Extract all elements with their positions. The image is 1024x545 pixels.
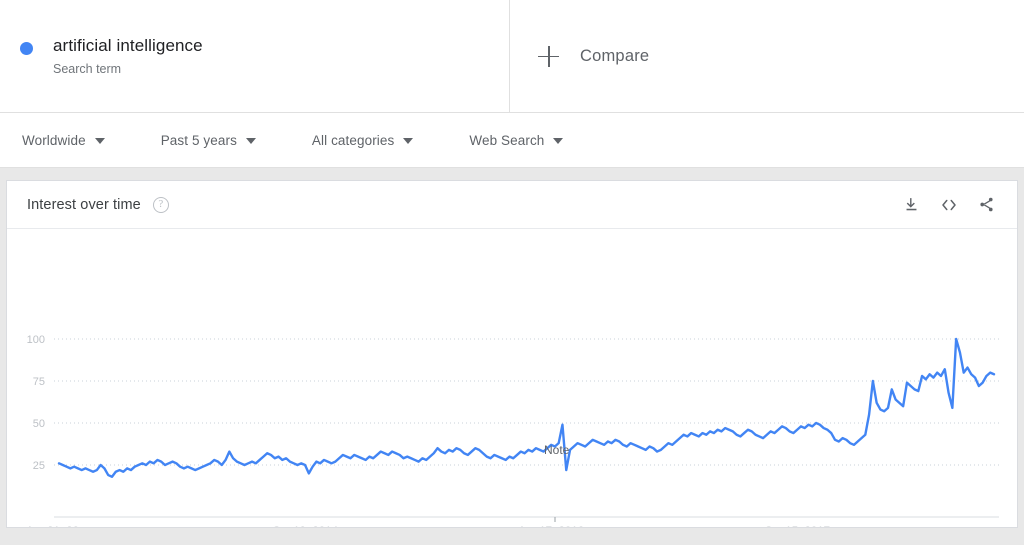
share-icon[interactable]	[978, 196, 995, 213]
chart-header: Interest over time ?	[7, 181, 1017, 229]
compare-button[interactable]: Compare	[510, 0, 1024, 113]
filter-location[interactable]: Worldwide	[0, 113, 139, 168]
filter-time-range[interactable]: Past 5 years	[139, 113, 290, 168]
note-annotation-label: Note	[544, 443, 570, 457]
search-term-card[interactable]: artificial intelligence Search term	[0, 0, 510, 113]
chart-title: Interest over time	[27, 196, 141, 213]
interest-over-time-chart[interactable]: 25 50 75 100 Apr 21, 20... Oct 19, 2014 Apr 17…	[7, 229, 1017, 527]
chart-series-line	[57, 337, 996, 478]
chart-body: 25 50 75 100 Apr 21, 20... Oct 19, 2014 Apr 17…	[7, 229, 1017, 527]
search-terms-row: artificial intelligence Search term Comp…	[0, 0, 1024, 113]
filter-location-label: Worldwide	[22, 132, 86, 148]
filter-bar: Worldwide Past 5 years All categories We…	[0, 113, 1024, 168]
x-axis-tick-label: Apr 21, 20...	[26, 526, 89, 527]
chevron-down-icon	[245, 138, 256, 144]
filter-category[interactable]: All categories	[290, 113, 447, 168]
embed-icon[interactable]	[940, 196, 958, 214]
download-icon[interactable]	[903, 196, 920, 213]
chevron-down-icon	[403, 138, 414, 144]
y-axis-tick-label: 100	[27, 334, 45, 346]
series-color-dot	[20, 41, 33, 55]
filter-search-type[interactable]: Web Search	[447, 113, 597, 168]
filter-search-type-label: Web Search	[469, 132, 545, 148]
search-term-title: artificial intelligence	[53, 35, 203, 55]
y-axis-tick-label: 25	[33, 460, 45, 472]
chevron-down-icon	[553, 138, 564, 144]
compare-label: Compare	[580, 47, 650, 65]
x-axis-tick-label: Oct 15, 2017	[764, 526, 830, 527]
plus-icon	[538, 45, 560, 68]
chevron-down-icon	[94, 138, 105, 144]
x-axis-tick-label: Apr 17, 2016	[518, 526, 584, 527]
help-icon[interactable]: ?	[152, 196, 169, 213]
interest-over-time-card: Interest over time ?	[6, 180, 1018, 528]
search-term-subtitle: Search term	[53, 61, 122, 76]
x-axis-tick-label: Oct 19, 2014	[272, 526, 338, 527]
y-axis-tick-label: 75	[33, 376, 45, 388]
filter-time-range-label: Past 5 years	[160, 132, 237, 148]
chart-actions	[903, 196, 995, 214]
y-axis-tick-label: 50	[33, 418, 45, 430]
filter-category-label: All categories	[311, 132, 395, 148]
